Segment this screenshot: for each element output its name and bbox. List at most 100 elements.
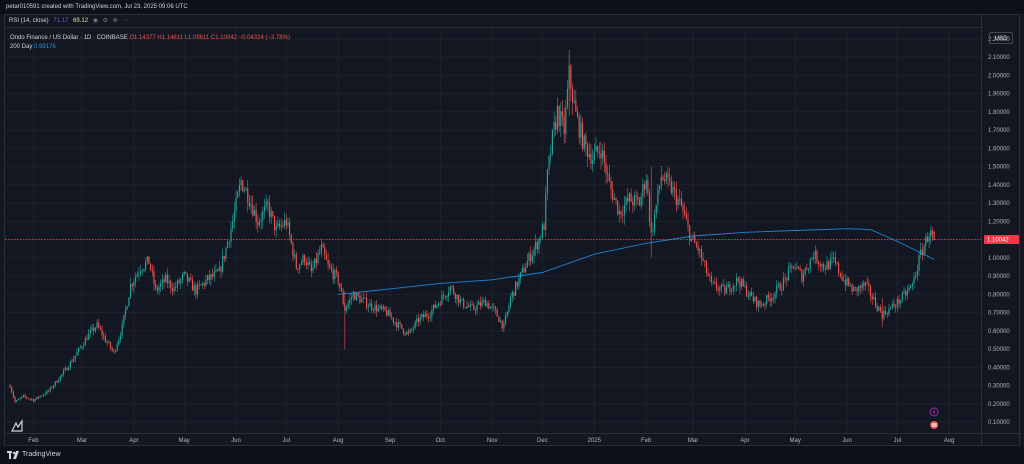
candle-body bbox=[895, 306, 897, 308]
candle-body bbox=[819, 264, 821, 267]
candle-body bbox=[319, 252, 321, 254]
candle-body bbox=[57, 380, 60, 383]
candle-body bbox=[330, 266, 333, 270]
candle-body bbox=[730, 290, 733, 292]
price-chart[interactable]: 0.10000 0.20000 0.30000 0.40000 0.50000 0.600… bbox=[5, 15, 1021, 447]
candle-body bbox=[51, 387, 53, 389]
x-tick-label: Jun bbox=[231, 438, 241, 444]
candle-body bbox=[263, 206, 266, 212]
candle-body bbox=[367, 306, 369, 308]
candle-body bbox=[453, 287, 455, 294]
candle-body bbox=[657, 188, 659, 205]
currency-button[interactable]: USD bbox=[989, 32, 1013, 44]
rsi-indicator-legend[interactable]: RSI (14, close) 71.17 69.12 ◉ ⚙ ⊗ ⋯ bbox=[5, 15, 985, 27]
candle-body bbox=[764, 304, 766, 305]
candle-body bbox=[841, 276, 843, 281]
candle-body bbox=[178, 280, 180, 284]
candle-body bbox=[285, 219, 287, 226]
candle-body bbox=[108, 342, 110, 343]
candle-body bbox=[617, 200, 619, 215]
candle-body bbox=[111, 347, 113, 351]
candle-body bbox=[715, 282, 718, 289]
candle-body bbox=[294, 254, 296, 257]
candle-body bbox=[237, 192, 239, 198]
candle-body bbox=[150, 263, 152, 270]
candle-body bbox=[640, 196, 642, 206]
candle-body bbox=[257, 221, 259, 226]
candle-body bbox=[114, 350, 117, 352]
candle-body bbox=[481, 301, 483, 306]
candle-body bbox=[304, 255, 306, 263]
candle-body bbox=[19, 398, 21, 400]
lightning-event-icon[interactable] bbox=[929, 407, 939, 417]
candle-body bbox=[63, 370, 65, 375]
candle-body bbox=[702, 258, 704, 261]
candle-body bbox=[811, 258, 813, 260]
candle-body bbox=[550, 154, 552, 157]
candle-body bbox=[166, 274, 168, 284]
candle-body bbox=[771, 297, 773, 302]
candle-body bbox=[406, 331, 408, 335]
candle-body bbox=[215, 269, 217, 272]
x-tick-label: Jul bbox=[893, 438, 901, 444]
x-tick-label: Dec bbox=[537, 438, 548, 444]
candle-body bbox=[175, 287, 177, 289]
candle-body bbox=[354, 292, 356, 300]
candle-body bbox=[704, 260, 706, 262]
candle-body bbox=[551, 129, 554, 155]
candle-body bbox=[227, 242, 229, 248]
candle-body bbox=[575, 100, 577, 112]
candle-body bbox=[509, 297, 512, 306]
time-axis-border bbox=[5, 433, 1021, 434]
settings-icon[interactable]: ⚙ bbox=[102, 18, 109, 24]
candle-body bbox=[22, 395, 25, 397]
candle-body bbox=[81, 346, 83, 348]
y-tick-label: 1.50000 bbox=[988, 165, 1010, 171]
candle-body bbox=[540, 237, 542, 239]
candle-body bbox=[136, 274, 138, 277]
candle-body bbox=[394, 322, 396, 324]
candle-body bbox=[739, 280, 741, 288]
candle-body bbox=[151, 269, 153, 272]
candle-body bbox=[759, 300, 761, 306]
candle-body bbox=[355, 293, 358, 300]
candle-body bbox=[240, 180, 242, 186]
x-tick-label: Aug bbox=[944, 438, 955, 444]
candle-body bbox=[282, 225, 284, 227]
candle-body bbox=[905, 291, 907, 296]
y-tick-label: 1.80000 bbox=[988, 110, 1010, 116]
eye-icon[interactable]: ◉ bbox=[92, 18, 98, 24]
delete-icon[interactable]: ⊗ bbox=[112, 18, 118, 24]
candle-body bbox=[421, 314, 423, 318]
candle-body bbox=[787, 268, 790, 281]
candle-body bbox=[503, 323, 505, 329]
candle-body bbox=[878, 306, 880, 311]
candle-body bbox=[828, 261, 830, 270]
candle-body bbox=[916, 270, 918, 277]
candle-body bbox=[412, 327, 415, 330]
candle-body bbox=[843, 279, 845, 281]
candle-body bbox=[448, 292, 450, 297]
chart-container[interactable]: RSI (14, close) 71.17 69.12 ◉ ⚙ ⊗ ⋯ 0.10… bbox=[4, 14, 1021, 447]
candle-body bbox=[47, 390, 50, 392]
candle-body bbox=[12, 392, 14, 398]
candle-body bbox=[384, 306, 386, 311]
candle-body bbox=[801, 270, 803, 282]
x-tick-label: Oct bbox=[436, 438, 446, 444]
candle-body bbox=[76, 352, 78, 356]
candle-body bbox=[648, 192, 651, 222]
tradingview-watermark-icon bbox=[11, 419, 23, 432]
candle-body bbox=[158, 287, 160, 291]
candle-body bbox=[930, 230, 932, 237]
candle-body bbox=[610, 181, 612, 189]
candle-body bbox=[185, 271, 187, 274]
candle-body bbox=[694, 236, 696, 243]
candle-body bbox=[797, 267, 800, 269]
candle-body bbox=[876, 306, 878, 311]
candle-body bbox=[458, 294, 460, 303]
candle-body bbox=[245, 188, 247, 191]
pane-separator[interactable] bbox=[5, 27, 981, 28]
candle-body bbox=[441, 294, 443, 305]
candle-body bbox=[133, 282, 135, 287]
more-icon[interactable]: ⋯ bbox=[122, 18, 129, 24]
